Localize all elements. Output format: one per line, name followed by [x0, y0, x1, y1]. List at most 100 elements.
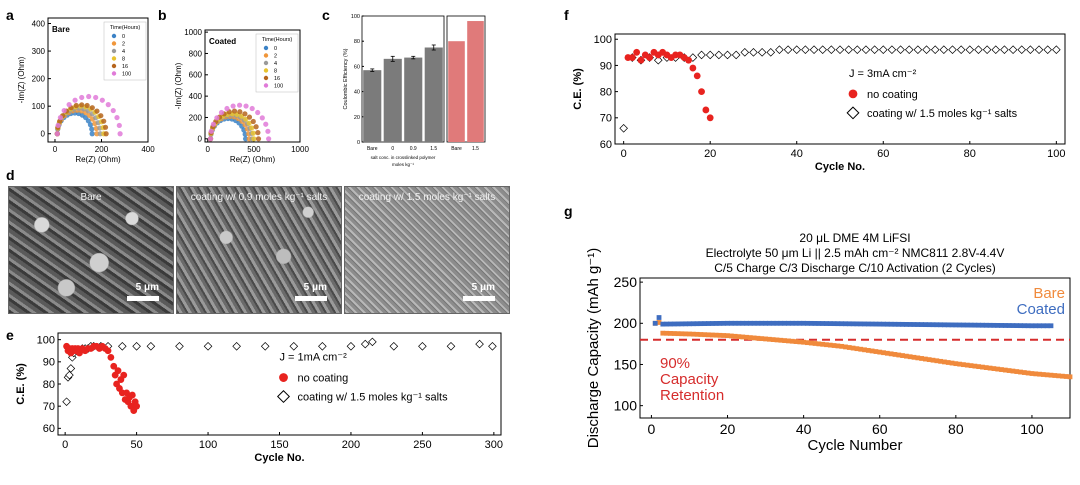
data-point-bare [846, 345, 852, 350]
sem-scale-bar [127, 296, 159, 301]
y-axis-label: Discharge Capacity (mAh g⁻¹) [585, 248, 602, 448]
data-point-bare [839, 343, 845, 349]
x-tick-label: 100 [199, 439, 217, 451]
data-point-bare [865, 347, 871, 353]
data-point-bare [668, 331, 673, 336]
data-point-16h [253, 124, 259, 130]
data-point-bare [770, 337, 776, 342]
data-point-coated [786, 320, 791, 326]
data-point-coated [717, 320, 723, 326]
data-point-coated [961, 322, 966, 328]
data-point-100h [57, 114, 64, 121]
data-point-coating [913, 45, 923, 55]
data-point-coated [1018, 323, 1023, 329]
data-point-coated [942, 322, 947, 328]
legend-marker [111, 56, 117, 61]
data-point-16h [98, 113, 104, 119]
data-point-bare [964, 362, 970, 368]
data-point-bare [972, 363, 978, 369]
data-point-bare [1002, 367, 1008, 373]
data-point-no-coating [633, 48, 641, 56]
data-point-bare [816, 341, 822, 347]
data-point-100h [105, 102, 111, 108]
data-point-coating [783, 45, 793, 55]
x-tick-label: 200 [95, 145, 109, 154]
data-point-bare [824, 342, 829, 348]
x-tick-label: 1000 [291, 145, 309, 154]
data-point-coating [904, 45, 914, 55]
data-point-bare [1018, 369, 1023, 375]
current-density-label: J = 3mA cm⁻² [849, 68, 917, 80]
data-point-coated [690, 321, 696, 327]
data-point-no-coating [702, 106, 710, 114]
data-point-coated [801, 320, 807, 326]
data-point-bare [820, 341, 826, 347]
x-tick-label: 20 [720, 421, 736, 437]
data-point-100h [114, 114, 120, 121]
x-tick-label: 100 [1047, 148, 1065, 160]
sem-label-0.9: coating w/ 0.9 moles kg⁻¹ salts [190, 192, 328, 203]
x-axis-label: Cycle Number [807, 437, 902, 454]
data-point-coating [475, 339, 484, 349]
data-point-16h [73, 102, 79, 109]
data-point-bare [934, 358, 940, 364]
data-point-bare [980, 364, 985, 370]
legend-marker [263, 60, 269, 66]
x-axis-label: Cycle No. [254, 452, 304, 464]
sem-scale-bar [463, 296, 495, 301]
data-point-coated [1006, 323, 1012, 328]
y-tick-label: 0 [198, 135, 203, 144]
data-point-coated [865, 321, 871, 327]
data-point-bare [717, 332, 723, 338]
x-axis-label: Re(Z) (Ohm) [75, 155, 121, 164]
data-point-coated [884, 321, 890, 327]
data-point-bare [671, 331, 677, 336]
legend-label-no-coating: no coating [298, 373, 349, 385]
data-point-bare [751, 335, 757, 341]
legend-label: 0 [274, 46, 277, 52]
data-point-no-coating [128, 391, 136, 399]
data-point-coated [671, 321, 677, 327]
data-point-coated [820, 321, 826, 326]
data-point-coated [660, 321, 666, 327]
legend-label-coating: coating w/ 1.5 moles kg⁻¹ salts [298, 392, 449, 404]
data-point-coated [922, 322, 928, 328]
legend-label: 16 [274, 76, 280, 82]
data-point-no-coating [104, 347, 112, 355]
data-point-coating [844, 45, 853, 55]
data-point-coated [1037, 323, 1042, 329]
y-tick-label: 200 [32, 74, 46, 83]
data-point-coated [664, 321, 670, 327]
x-tick-label: 60 [872, 421, 888, 437]
data-point-bare [922, 356, 928, 362]
data-point-16h [246, 114, 253, 120]
data-point-bare [801, 339, 807, 345]
data-point-coated [831, 321, 837, 327]
data-point-coating [801, 45, 810, 55]
x-tick-label: 0 [391, 146, 394, 152]
threshold-label: 90% [660, 355, 690, 372]
data-point-bare [778, 337, 784, 343]
data-point-coating [974, 45, 983, 55]
y-axis-label: C.E. (%) [572, 68, 584, 110]
data-point-bare [896, 352, 902, 358]
legend-label-no-coating: no coating [867, 89, 918, 101]
data-point-no-coating [133, 402, 140, 410]
data-point-0h [89, 126, 95, 132]
data-point-16h [242, 111, 248, 117]
legend-marker [263, 53, 269, 58]
data-point-0h [85, 118, 91, 124]
legend-marker-coating [276, 390, 291, 404]
data-point-16h [101, 118, 107, 124]
data-point-bare [1040, 372, 1046, 377]
data-point-coating [775, 45, 784, 55]
data-point-coated [896, 321, 902, 327]
data-point-coating [66, 364, 76, 373]
x-tick-label: 0 [206, 145, 211, 154]
y-tick-label: 200 [189, 113, 203, 122]
sem-image-1.5: coating w/ 1.5 moles kg⁻¹ salts 5 μm [344, 186, 510, 314]
data-point-bare [1063, 374, 1069, 379]
data-point-coating [1026, 45, 1035, 55]
y-tick-label: 100 [37, 335, 55, 347]
